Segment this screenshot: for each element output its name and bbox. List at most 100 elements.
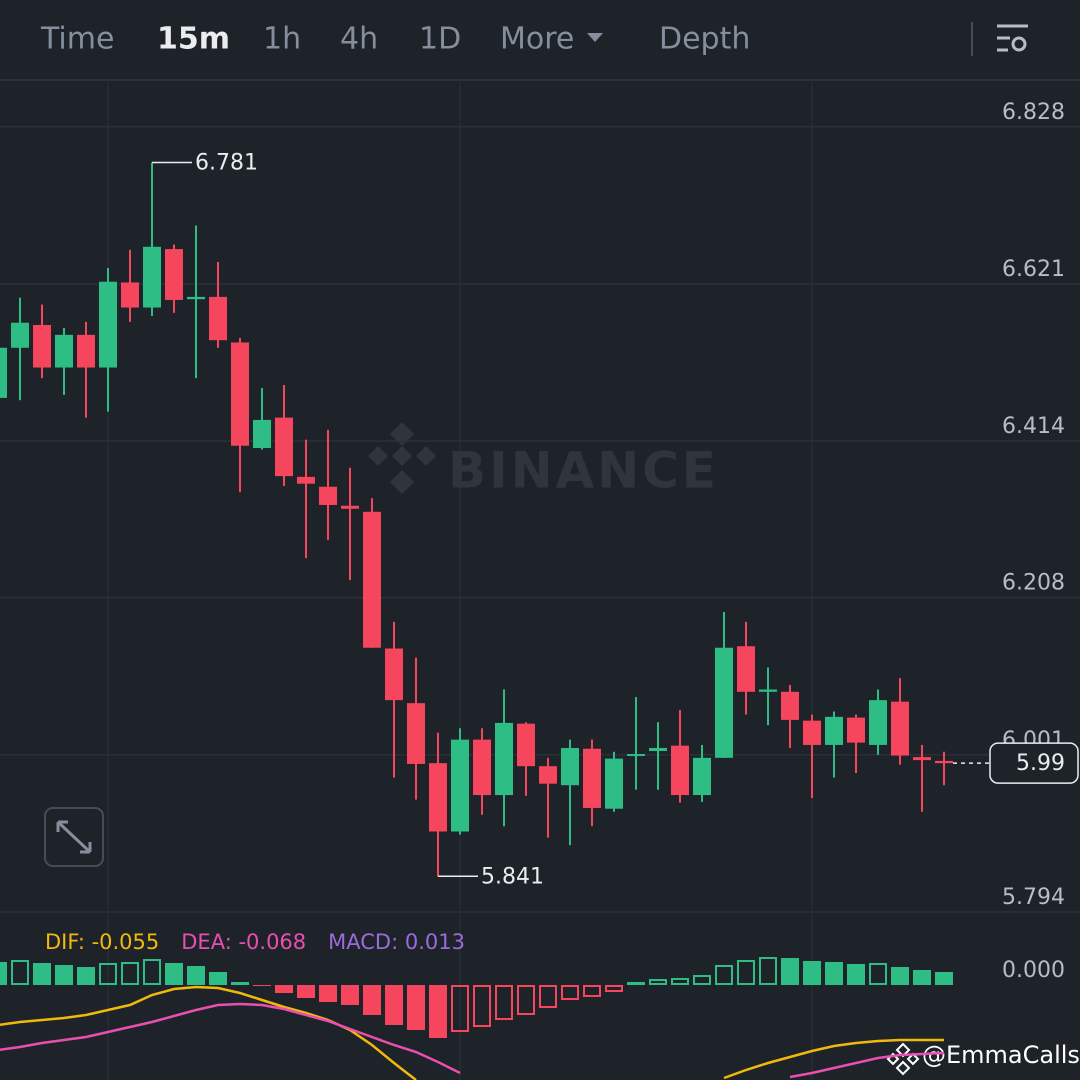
macd-bar: [825, 962, 843, 985]
settings-icon[interactable]: [997, 24, 1028, 52]
macd-panel: [0, 957, 953, 1080]
timeframe-tab[interactable]: 1h: [263, 22, 301, 57]
candle-body: [803, 720, 821, 745]
candle-body: [99, 281, 117, 368]
candle-body: [11, 322, 29, 348]
timeframe-tab[interactable]: Depth: [659, 22, 750, 57]
macd-bar: [319, 985, 337, 1002]
macd-legend: DEA: -0.068: [181, 930, 306, 954]
candle-body: [363, 511, 381, 648]
candle-body: [165, 249, 183, 300]
candle-body: [341, 505, 359, 509]
y-tick-label: 6.828: [1002, 100, 1065, 125]
timeframe-tab[interactable]: More: [500, 22, 574, 57]
candle-body: [385, 648, 403, 701]
candle-body: [583, 748, 601, 808]
macd-bar: [407, 985, 425, 1030]
candle-body: [187, 296, 205, 300]
candle-body: [77, 334, 95, 368]
macd-bar: [583, 985, 601, 997]
macd-bar: [759, 957, 777, 985]
macd-bar: [935, 972, 953, 985]
macd-bar: [517, 985, 535, 1015]
macd-dea-line: [0, 1002, 945, 1079]
low-label: 5.841: [481, 864, 544, 889]
macd-legend: DIF: -0.055: [45, 930, 159, 954]
macd-bar: [209, 972, 227, 985]
candle-body: [781, 691, 799, 720]
candle-body: [429, 763, 447, 832]
macd-bar: [121, 962, 139, 985]
timeframe-tab[interactable]: 15m: [157, 22, 230, 57]
macd-bar: [891, 967, 909, 985]
candle-body: [55, 334, 73, 368]
macd-bar: [165, 963, 183, 985]
macd-bar: [0, 962, 7, 985]
y-tick-label: 5.794: [1002, 885, 1065, 910]
candle-body: [935, 760, 953, 764]
macd-bar: [605, 985, 623, 992]
macd-bar: [275, 985, 293, 993]
macd-bar: [231, 982, 249, 985]
macd-bar: [429, 985, 447, 1038]
candle-body: [253, 419, 271, 449]
timeframe-tab[interactable]: Time: [40, 22, 114, 57]
candle-body: [121, 282, 139, 308]
y-tick-label: 6.621: [1002, 257, 1065, 282]
timeframe-tab[interactable]: 1D: [419, 22, 461, 57]
y-tick-label: 6.414: [1002, 414, 1065, 439]
watermark: BINANCE: [448, 442, 719, 500]
timeframe-tab[interactable]: 4h: [340, 22, 378, 57]
macd-bar: [187, 966, 205, 985]
candle-body: [891, 701, 909, 756]
candle-body: [649, 747, 667, 752]
candle-body: [671, 745, 689, 796]
macd-bar: [495, 985, 513, 1020]
macd-bar: [341, 985, 359, 1005]
macd-bar: [11, 960, 29, 985]
y-tick-label: 6.208: [1002, 571, 1065, 596]
candle-body: [231, 342, 249, 446]
macd-bar: [847, 964, 865, 985]
candle-body: [715, 647, 733, 758]
candle-body: [693, 757, 711, 796]
macd-bar: [737, 960, 755, 985]
macd-bar: [77, 967, 95, 985]
candle-body: [847, 717, 865, 743]
macd-bar: [869, 963, 887, 985]
macd-bar: [693, 975, 711, 985]
candle-body: [407, 703, 425, 764]
macd-bar: [385, 985, 403, 1025]
candle-body: [561, 747, 579, 786]
watermark-handle: @EmmaCalls: [922, 1041, 1080, 1069]
macd-bar: [297, 985, 315, 998]
candle-body: [143, 246, 161, 308]
macd-bar: [803, 961, 821, 985]
macd-bar: [913, 970, 931, 985]
candle-body: [319, 486, 337, 505]
macd-bar: [781, 958, 799, 985]
macd-bar: [363, 985, 381, 1015]
candle-body: [473, 739, 491, 796]
macd-bar: [451, 985, 469, 1032]
macd-bar: [671, 978, 689, 985]
candle-body: [539, 766, 557, 784]
macd-bar: [473, 985, 491, 1027]
candle-body: [869, 700, 887, 745]
macd-tick-label: 0.000: [1002, 958, 1065, 983]
candle-body: [737, 646, 755, 692]
candle-body: [495, 722, 513, 796]
macd-bar: [539, 985, 557, 1008]
candle-body: [913, 757, 931, 761]
candle-body: [209, 296, 227, 341]
macd-bar: [627, 982, 645, 985]
macd-legend: MACD: 0.013: [328, 930, 465, 954]
candle-body: [605, 758, 623, 809]
watermark-logo: [368, 422, 436, 494]
macd-bar: [649, 979, 667, 985]
candle-body: [297, 476, 315, 484]
fullscreen-button[interactable]: [44, 807, 104, 867]
macd-bar: [55, 965, 73, 985]
candle-body: [33, 325, 51, 368]
